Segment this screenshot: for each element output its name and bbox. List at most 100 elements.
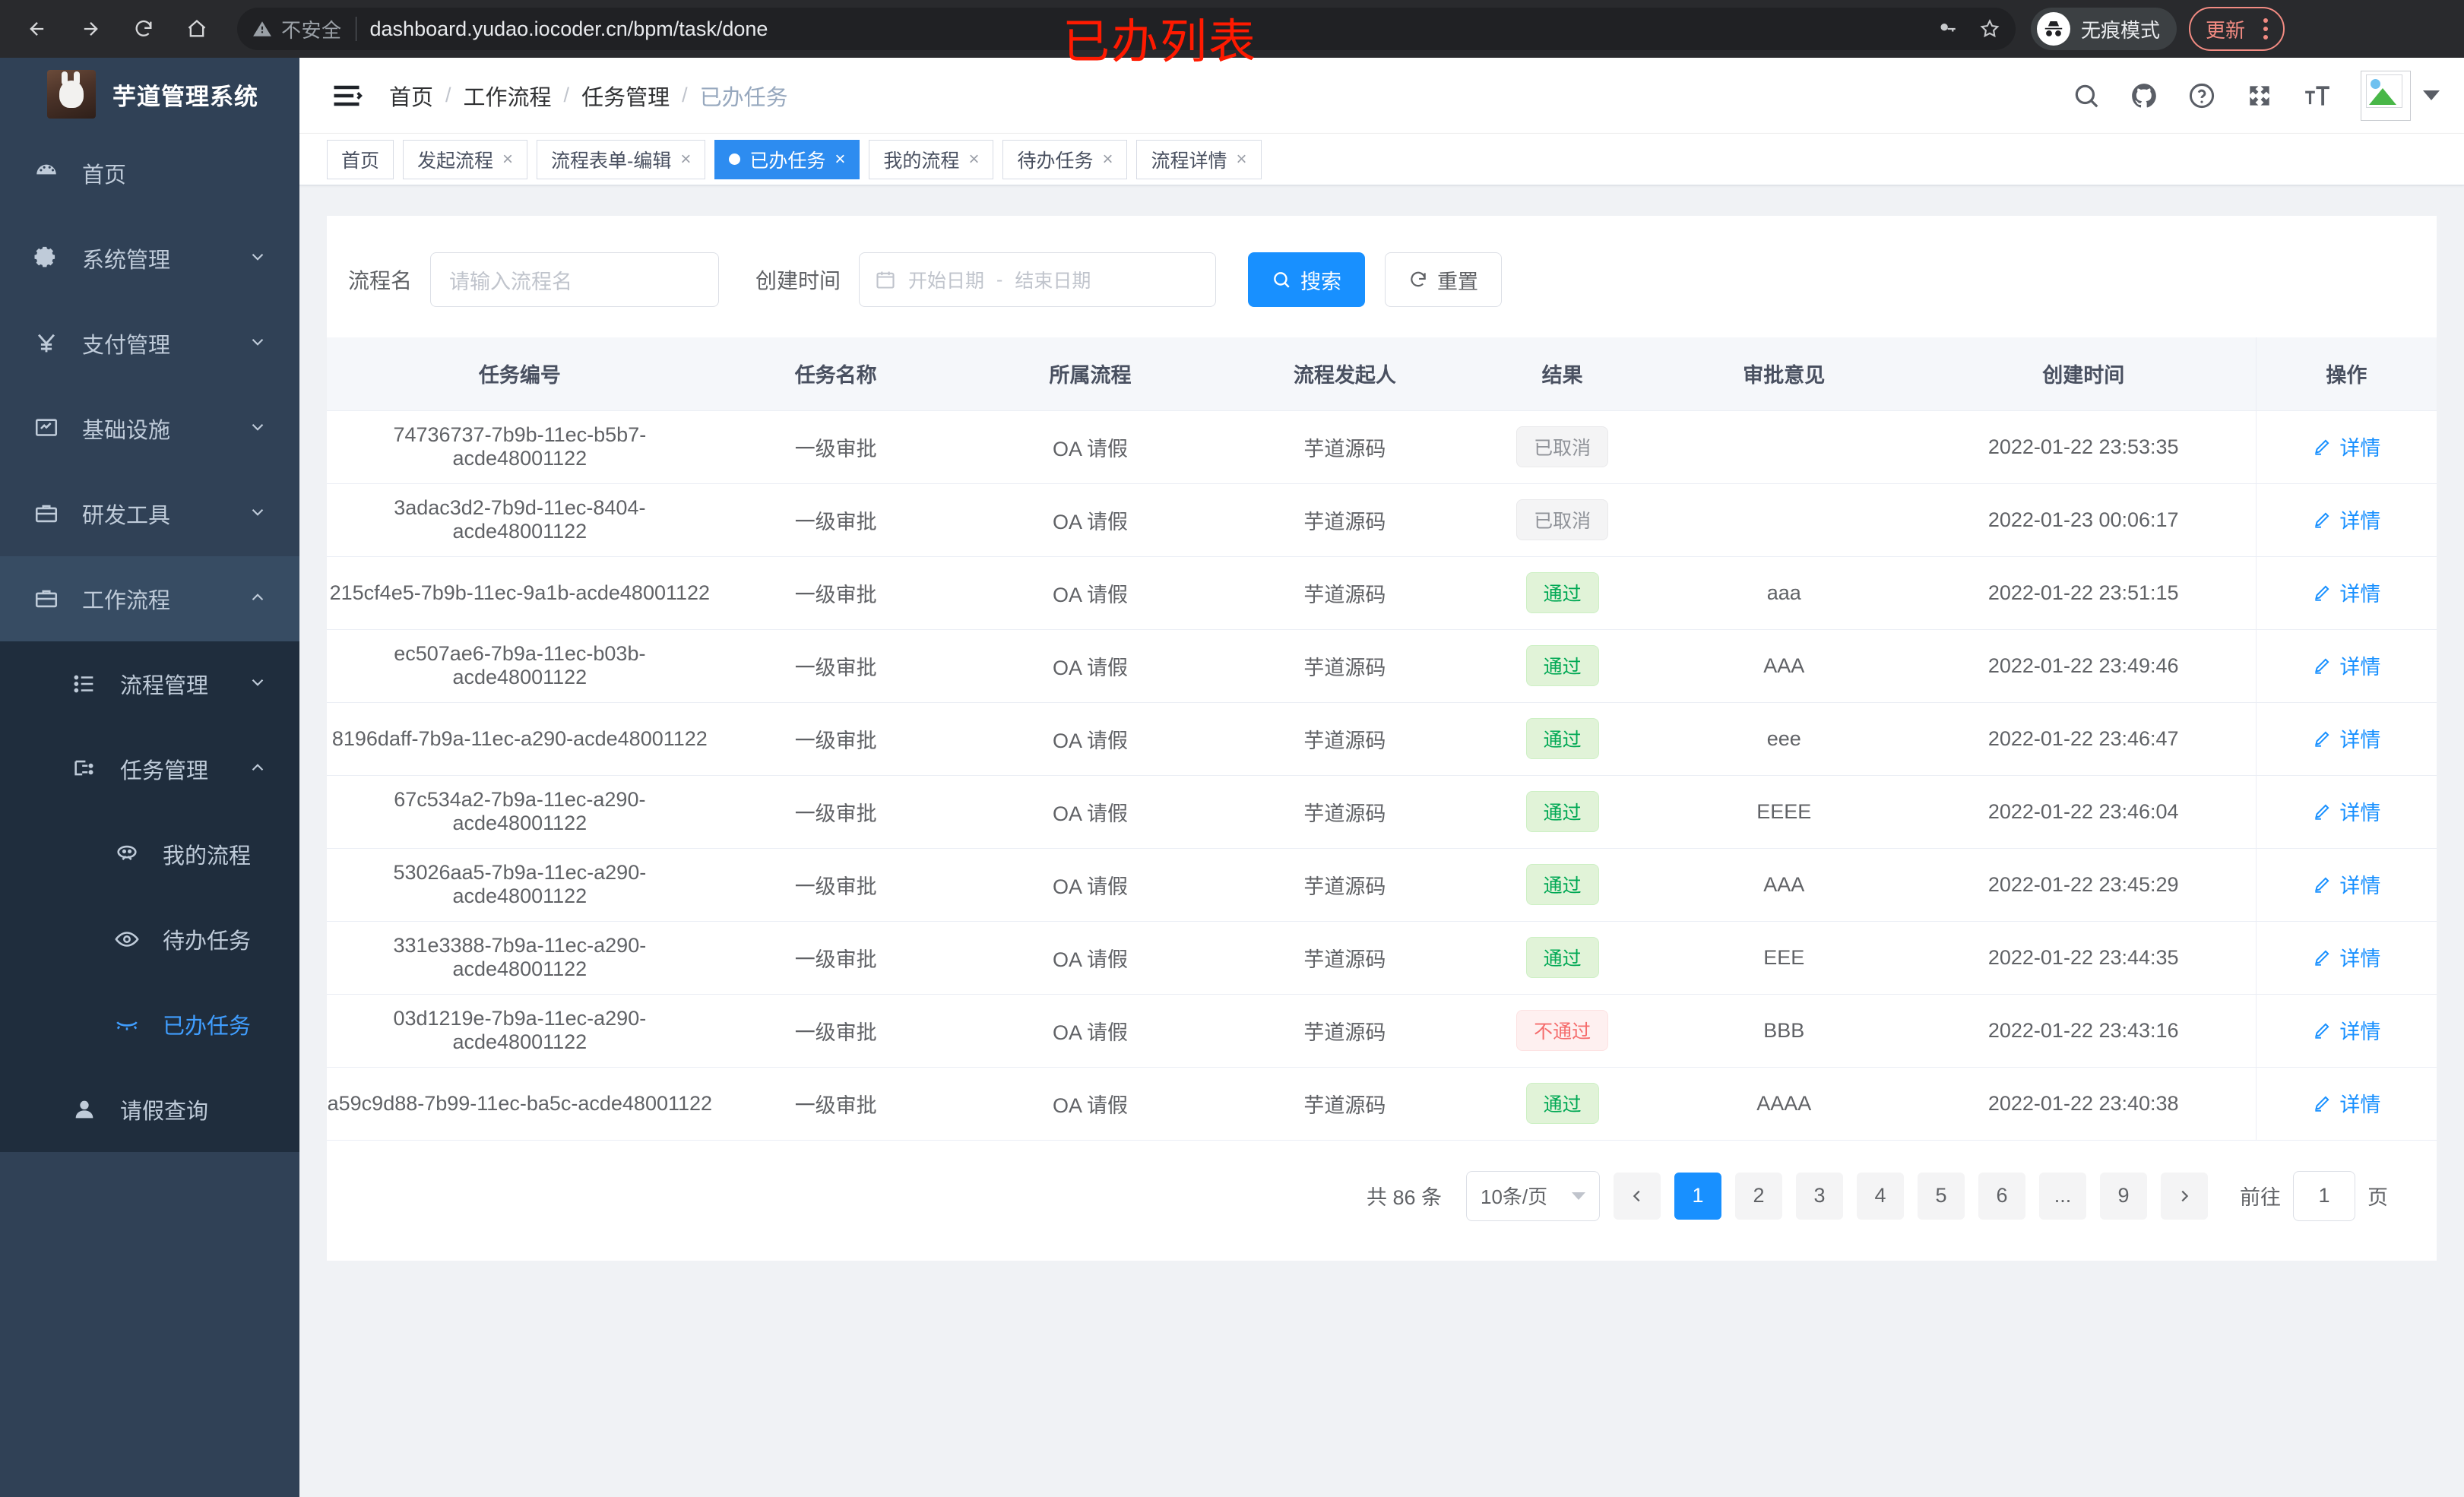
pagination-next-button[interactable] — [2161, 1172, 2208, 1220]
cell-operation: 详情 — [2255, 921, 2437, 995]
pagination: 共 86 条 10条/页 1 2 3 4 5 6 ... 9 — [327, 1141, 2437, 1261]
cell-initiator: 芋道源码 — [1221, 1067, 1468, 1141]
cell-task-id: 03d1219e-7b9a-11ec-a290-acde48001122 — [327, 994, 713, 1068]
address-bar[interactable]: 不安全 dashboard.yudao.iocoder.cn/bpm/task/… — [237, 8, 2016, 50]
detail-button[interactable]: 详情 — [2312, 1088, 2380, 1118]
cell-process: OA 请假 — [958, 629, 1222, 703]
sidebar-item-done-tasks[interactable]: 已办任务 — [0, 982, 299, 1067]
tab-process-form-edit[interactable]: 流程表单-编辑 × — [537, 139, 706, 179]
pagination-ellipsis[interactable]: ... — [2039, 1172, 2086, 1220]
avatar-menu[interactable] — [2361, 70, 2440, 121]
avatar — [2361, 70, 2411, 121]
star-icon[interactable] — [1979, 18, 2000, 40]
detail-button[interactable]: 详情 — [2312, 505, 2380, 534]
table-row[interactable]: 67c534a2-7b9a-11ec-a290-acde48001122 一级审批… — [327, 775, 2437, 849]
kebab-menu-icon[interactable] — [2256, 18, 2276, 40]
search-icon[interactable] — [2072, 81, 2101, 110]
detail-button[interactable]: 详情 — [2312, 578, 2380, 607]
breadcrumb-item-2[interactable]: 任务管理 — [581, 85, 670, 110]
pagination-page-2[interactable]: 2 — [1735, 1172, 1782, 1220]
table-row[interactable]: 331e3388-7b9a-11ec-a290-acde48001122 一级审批… — [327, 921, 2437, 995]
font-size-icon[interactable] — [2303, 81, 2332, 110]
key-icon[interactable] — [1938, 18, 1959, 40]
sidebar-item-label: 请假查询 — [120, 1100, 209, 1124]
sidebar-item-devtools[interactable]: 研发工具 — [0, 471, 299, 556]
fullscreen-icon[interactable] — [2245, 81, 2274, 110]
close-icon[interactable]: × — [835, 148, 846, 169]
detail-button[interactable]: 详情 — [2312, 432, 2380, 461]
tab-process-detail[interactable]: 流程详情 × — [1136, 139, 1262, 179]
pagination-page-9[interactable]: 9 — [2100, 1172, 2147, 1220]
update-button[interactable]: 更新 — [2189, 7, 2285, 51]
sidebar-item-payment[interactable]: 支付管理 — [0, 301, 299, 386]
breadcrumb-item-0[interactable]: 首页 — [389, 85, 434, 110]
sidebar-item-workflow[interactable]: 工作流程 — [0, 556, 299, 641]
tab-todo-tasks[interactable]: 待办任务 × — [1002, 139, 1128, 179]
tab-home[interactable]: 首页 — [327, 139, 394, 179]
back-button[interactable] — [14, 5, 61, 52]
sidebar-item-infrastructure[interactable]: 基础设施 — [0, 386, 299, 471]
reset-button[interactable]: 重置 — [1385, 252, 1503, 307]
table-row[interactable]: 215cf4e5-7b9b-11ec-9a1b-acde48001122 一级审批… — [327, 556, 2437, 630]
table-row[interactable]: ec507ae6-7b9a-11ec-b03b-acde48001122 一级审批… — [327, 629, 2437, 703]
table-row[interactable]: 74736737-7b9b-11ec-b5b7-acde48001122 一级审批… — [327, 410, 2437, 484]
browser-nav-buttons — [0, 5, 220, 52]
search-button[interactable]: 搜索 — [1248, 252, 1366, 307]
pagination-page-3[interactable]: 3 — [1796, 1172, 1843, 1220]
sidebar-item-home[interactable]: 首页 — [0, 131, 299, 216]
table-row[interactable]: 03d1219e-7b9a-11ec-a290-acde48001122 一级审批… — [327, 994, 2437, 1068]
eye-closed-icon — [114, 1011, 150, 1037]
detail-button[interactable]: 详情 — [2312, 723, 2380, 753]
forward-button[interactable] — [67, 5, 114, 52]
sidebar-item-system[interactable]: 系统管理 — [0, 216, 299, 301]
detail-button[interactable]: 详情 — [2312, 869, 2380, 899]
close-icon[interactable]: × — [968, 148, 980, 169]
detail-button[interactable]: 详情 — [2312, 796, 2380, 826]
pagination-jump-input[interactable]: 1 — [2293, 1170, 2355, 1221]
close-icon[interactable]: × — [680, 148, 692, 169]
cell-initiator: 芋道源码 — [1221, 629, 1468, 703]
hamburger-icon[interactable] — [330, 79, 363, 112]
date-range-picker[interactable]: 开始日期 - 结束日期 — [859, 252, 1217, 307]
brand-header[interactable]: 芋道管理系统 — [0, 58, 299, 131]
home-button[interactable] — [173, 5, 220, 52]
done-tasks-table: 任务编号 任务名称 所属流程 流程发起人 结果 审批意见 创建时间 操作 747… — [327, 337, 2437, 1141]
table-row[interactable]: 3adac3d2-7b9d-11ec-8404-acde48001122 一级审批… — [327, 483, 2437, 557]
pagination-prev-button[interactable] — [1614, 1172, 1661, 1220]
pagination-page-5[interactable]: 5 — [1918, 1172, 1965, 1220]
detail-button[interactable]: 详情 — [2312, 942, 2380, 972]
page-size-select[interactable]: 10条/页 — [1466, 1170, 1600, 1221]
incognito-indicator[interactable]: 无痕模式 — [2031, 8, 2177, 50]
tab-my-process[interactable]: 我的流程 × — [869, 139, 994, 179]
tab-label: 首页 — [341, 150, 380, 172]
table-row[interactable]: 8196daff-7b9a-11ec-a290-acde48001122 一级审批… — [327, 702, 2437, 776]
close-icon[interactable]: × — [502, 148, 514, 169]
close-icon[interactable]: × — [1102, 148, 1113, 169]
sidebar-item-task-management[interactable]: 任务管理 — [0, 726, 299, 812]
pagination-page-6[interactable]: 6 — [1978, 1172, 2025, 1220]
detail-button[interactable]: 详情 — [2312, 1015, 2380, 1045]
sidebar-item-my-process[interactable]: 我的流程 — [0, 812, 299, 897]
process-name-input[interactable]: 请输入流程名 — [430, 252, 720, 307]
column-header-created-time: 创建时间 — [1911, 337, 2257, 411]
pagination-page-1[interactable]: 1 — [1674, 1172, 1721, 1220]
close-icon[interactable]: × — [1236, 148, 1247, 169]
tab-start-process[interactable]: 发起流程 × — [403, 139, 528, 179]
github-icon[interactable] — [2130, 81, 2158, 110]
reload-button[interactable] — [120, 5, 167, 52]
column-header-task-id: 任务编号 — [327, 337, 713, 411]
sidebar-item-todo-tasks[interactable]: 待办任务 — [0, 897, 299, 982]
column-header-task-name: 任务名称 — [712, 337, 959, 411]
edit-pencil-icon — [2315, 877, 2329, 893]
start-date-placeholder: 开始日期 — [908, 271, 985, 292]
help-icon[interactable] — [2187, 81, 2216, 110]
sidebar-item-leave-query[interactable]: 请假查询 — [0, 1067, 299, 1152]
detail-button[interactable]: 详情 — [2312, 650, 2380, 680]
sidebar-item-process-management[interactable]: 流程管理 — [0, 641, 299, 726]
tab-done-tasks[interactable]: 已办任务 × — [714, 139, 860, 179]
pagination-page-4[interactable]: 4 — [1857, 1172, 1904, 1220]
table-row[interactable]: a59c9d88-7b99-11ec-ba5c-acde48001122 一级审批… — [327, 1067, 2437, 1141]
breadcrumb-item-1[interactable]: 工作流程 — [463, 85, 552, 110]
table-row[interactable]: 53026aa5-7b9a-11ec-a290-acde48001122 一级审批… — [327, 848, 2437, 922]
chevron-down-icon[interactable] — [2423, 90, 2440, 100]
